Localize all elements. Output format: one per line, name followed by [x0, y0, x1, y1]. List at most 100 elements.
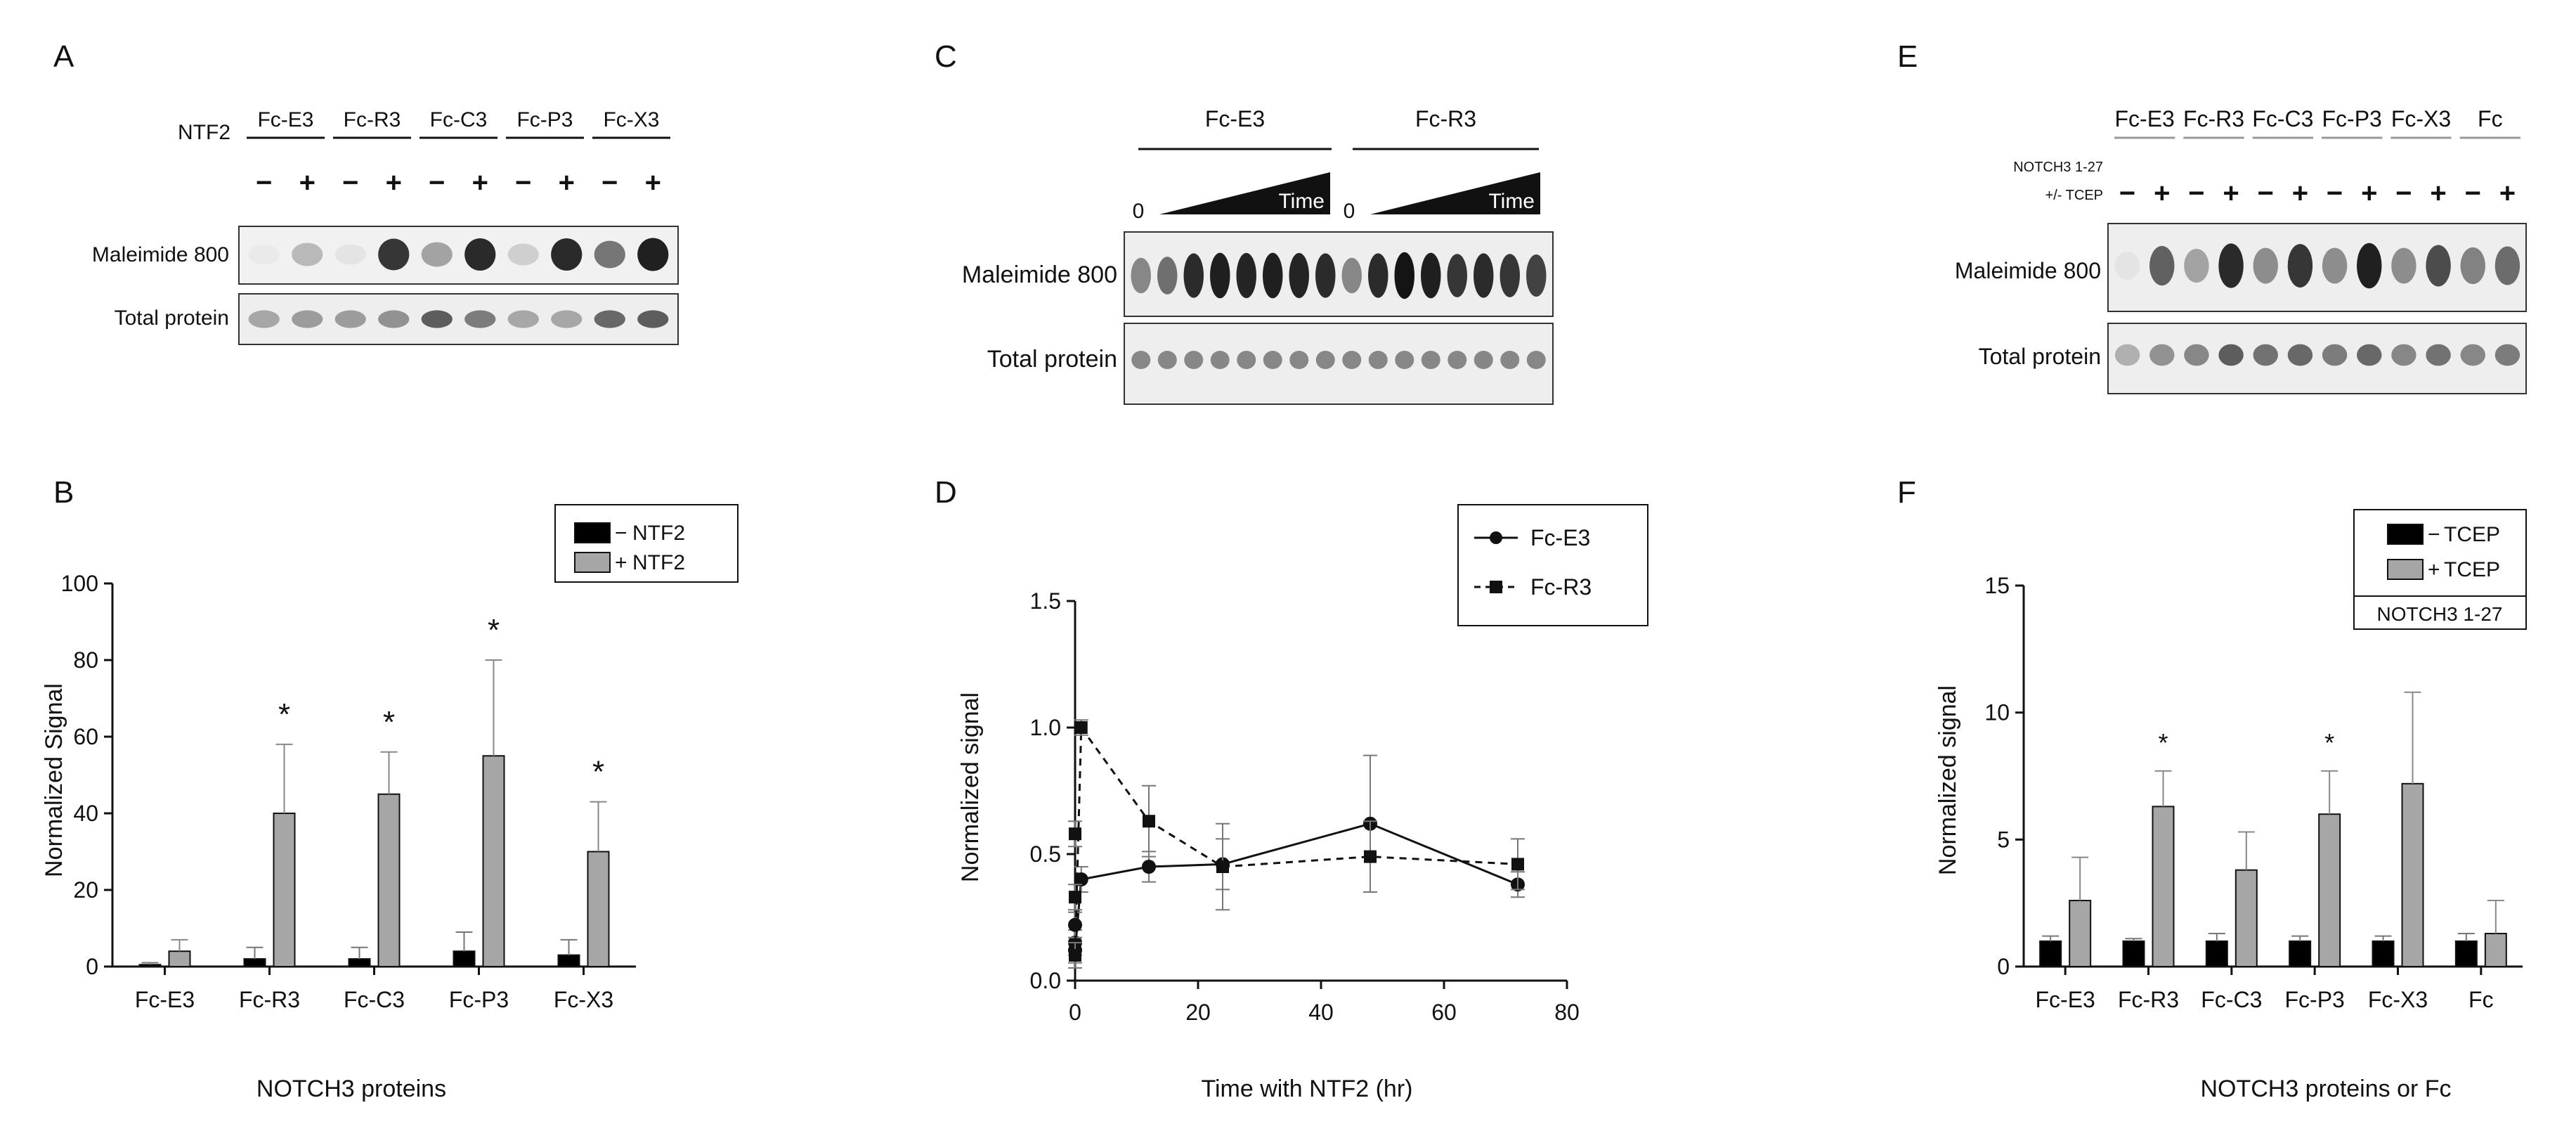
chart-b-legend-label-plus: NTF2: [632, 551, 685, 574]
blot-group-label: Fc-X3: [2391, 106, 2451, 131]
x-tick-label: 20: [1185, 1000, 1211, 1025]
chart-f: NOTCH3 proteins or Fc Normalized signal …: [1934, 509, 2527, 1102]
blot-c-band-maleimide: [1526, 254, 1547, 297]
y-tick-label: 0.0: [1030, 968, 1061, 993]
blot-c-band-total: [1448, 351, 1467, 369]
blot-band-maleimide: [2114, 252, 2140, 280]
blot-band-total: [2357, 344, 2382, 366]
blot-c-group-label: Fc-E3: [1205, 106, 1265, 131]
data-point-square: [1069, 827, 1081, 841]
x-tick-label: Fc-R3: [2118, 987, 2179, 1012]
blot-c-band-total: [1263, 351, 1282, 369]
blot-band-maleimide: [378, 238, 410, 271]
blot-band-total: [2253, 344, 2278, 366]
significance-star: *: [2158, 728, 2168, 757]
blot-c-band-total: [1421, 351, 1440, 369]
bar: [138, 964, 162, 968]
bar: [2454, 940, 2478, 968]
data-point-circle: [1142, 860, 1156, 874]
blot-lane-sign: +: [386, 167, 402, 198]
blot-lane-sign: +: [2499, 178, 2516, 209]
blot-lane-sign: +: [2292, 178, 2308, 209]
x-tick-label: Fc-R3: [239, 987, 300, 1012]
blot-band-total: [2460, 344, 2485, 366]
blot-lane-sign: −: [429, 167, 445, 198]
blot-e-maleimide-membrane: [2107, 223, 2527, 312]
blot-band-maleimide: [2391, 247, 2416, 284]
blot-band-total: [2322, 344, 2348, 366]
bar: [2289, 940, 2312, 968]
data-point-square: [1074, 721, 1088, 734]
blot-group-label: Fc-R3: [344, 108, 401, 131]
bar: [557, 954, 580, 968]
blot-c-band-maleimide: [1157, 257, 1178, 295]
blot-c-band-total: [1395, 351, 1414, 369]
y-tick-label: 1.0: [1030, 715, 1061, 740]
bar: [377, 793, 401, 967]
bar: [2484, 933, 2507, 967]
y-tick-label: 15: [1984, 573, 2010, 598]
data-point-square: [1511, 858, 1524, 871]
chart-f-legend: − TCEP + TCEP NOTCH3 1-27: [2353, 509, 2527, 630]
blot-band-maleimide: [2253, 247, 2278, 284]
blot-c-band-maleimide: [1236, 252, 1256, 299]
panel-label-d: D: [935, 475, 957, 510]
blot-c-band-maleimide: [1289, 252, 1309, 299]
bar: [2318, 813, 2341, 967]
blot-c-band-maleimide: [1421, 252, 1441, 299]
blot-lane-sign: −: [2395, 178, 2412, 209]
blot-e-treatment-label-1: NOTCH3 1-27: [2013, 160, 2103, 175]
chart-f-legend-sign-plus: +: [2428, 558, 2440, 581]
blot-band-total: [637, 310, 669, 328]
bar: [2235, 869, 2258, 968]
blot-band-maleimide: [2218, 243, 2244, 288]
blot-group-label: Fc-C3: [2252, 106, 2313, 131]
bar: [587, 851, 610, 967]
blot-c-band-total: [1237, 351, 1256, 369]
bar: [2039, 940, 2062, 968]
blot-c-band-total: [1184, 351, 1204, 369]
blot-a-treatment-label: NTF2: [178, 121, 230, 144]
blot-c-band-maleimide: [1500, 254, 1520, 297]
y-tick-label: 1.5: [1030, 588, 1061, 614]
blot-lane-sign: +: [559, 167, 575, 198]
blot-e: NOTCH3 1-27 +/- TCEP Maleimide 800 Total…: [1955, 106, 2527, 394]
bar: [2372, 940, 2395, 968]
x-tick-label: 0: [1069, 1000, 1081, 1025]
blot-c-band-total: [1500, 351, 1520, 369]
data-point-square: [1143, 815, 1155, 828]
blot-band-total: [2149, 344, 2175, 366]
blot-c-band-maleimide: [1394, 252, 1414, 299]
chart-d-legend: Fc-E3 Fc-R3: [1457, 504, 1648, 626]
blot-group-label: Fc-E3: [2114, 106, 2174, 131]
blot-band-maleimide: [594, 240, 625, 269]
blot-band-total: [464, 310, 496, 328]
blot-c-time-ramp: [1370, 172, 1540, 214]
blot-c-band-total: [1342, 351, 1362, 369]
x-tick-label: Fc-E3: [2035, 987, 2095, 1012]
panel-label-a: A: [53, 39, 74, 74]
blot-e-row-label-maleimide: Maleimide 800: [1955, 258, 2101, 283]
blot-a: NTF2 Maleimide 800 Total protein Fc-E3 Fc…: [92, 108, 679, 345]
chart-d-legend-label-e3: Fc-E3: [1530, 525, 1590, 550]
x-tick-label: Fc-X3: [2368, 987, 2428, 1012]
blot-c-band-total: [1526, 351, 1546, 369]
blot-lane-sign: −: [2119, 178, 2135, 209]
x-tick-label: 60: [1431, 1000, 1457, 1025]
y-tick-label: 0: [86, 954, 98, 979]
significance-star: *: [488, 613, 500, 647]
blot-c-band-maleimide: [1131, 257, 1151, 294]
series-line-fc-r3: [1074, 724, 1518, 956]
x-tick-label: Fc-C3: [2201, 987, 2262, 1012]
blot-a-row-label-maleimide: Maleimide 800: [92, 243, 229, 266]
y-tick-label: 0: [1997, 954, 2010, 979]
blot-lane-sign: +: [2223, 178, 2239, 209]
blot-c-band-total: [1157, 351, 1177, 369]
chart-f-legend-sign-minus: −: [2428, 523, 2440, 546]
blot-band-maleimide: [637, 238, 669, 271]
data-point-square: [1069, 891, 1081, 904]
y-tick-label: 100: [61, 571, 98, 596]
blot-c-band-total: [1315, 351, 1335, 369]
chart-b-legend-swatch-plus: [574, 552, 611, 573]
